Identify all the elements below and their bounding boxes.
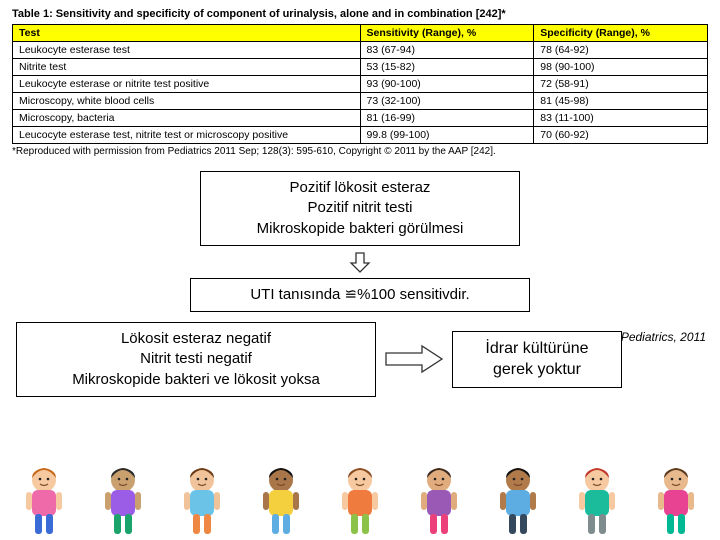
kid-figure bbox=[488, 464, 548, 540]
table-row: Microscopy, white blood cells 73 (32-100… bbox=[13, 93, 708, 110]
table-row: Nitrite test 53 (15-82) 98 (90-100) bbox=[13, 59, 708, 76]
box3-line1: Lökosit esteraz negatif bbox=[27, 329, 365, 349]
arrow-down-icon bbox=[348, 250, 372, 274]
kid-figure bbox=[409, 464, 469, 540]
table-header-row: Test Sensitivity (Range), % Specificity … bbox=[13, 25, 708, 42]
box4-line1: İdrar kültürüne bbox=[463, 338, 611, 360]
col-sensitivity: Sensitivity (Range), % bbox=[360, 25, 534, 42]
positive-findings-box: Pozitif lökosit esteraz Pozitif nitrit t… bbox=[200, 171, 520, 246]
box4-line2: gerek yoktur bbox=[463, 359, 611, 381]
table-row: Microscopy, bacteria 81 (16-99) 83 (11-1… bbox=[13, 110, 708, 127]
urinalysis-table: Test Sensitivity (Range), % Specificity … bbox=[12, 24, 708, 144]
table-row: Leukocyte esterase test 83 (67-94) 78 (6… bbox=[13, 42, 708, 59]
kid-figure bbox=[330, 464, 390, 540]
kid-figure bbox=[93, 464, 153, 540]
kid-figure bbox=[251, 464, 311, 540]
box1-line2: Pozitif nitrit testi bbox=[211, 198, 509, 218]
kid-figure bbox=[14, 464, 74, 540]
kids-illustration bbox=[0, 462, 720, 540]
table-row: Leucocyte esterase test, nitrite test or… bbox=[13, 127, 708, 144]
negative-findings-box: Lökosit esteraz negatif Nitrit testi neg… bbox=[16, 322, 376, 397]
box1-line1: Pozitif lökosit esteraz bbox=[211, 178, 509, 198]
kid-figure bbox=[172, 464, 232, 540]
table-row: Leukocyte esterase or nitrite test posit… bbox=[13, 76, 708, 93]
col-specificity: Specificity (Range), % bbox=[534, 25, 708, 42]
box3-line3: Mikroskopide bakteri ve lökosit yoksa bbox=[27, 370, 365, 390]
reference-label: Pediatrics, 2011 bbox=[621, 330, 706, 344]
box1-line3: Mikroskopide bakteri görülmesi bbox=[211, 219, 509, 239]
table-caption: *Reproduced with permission from Pediatr… bbox=[12, 146, 708, 157]
kid-figure bbox=[567, 464, 627, 540]
col-test: Test bbox=[13, 25, 361, 42]
no-culture-needed-box: İdrar kültürüne gerek yoktur bbox=[452, 331, 622, 388]
table-title: Table 1: Sensitivity and specificity of … bbox=[12, 8, 708, 20]
sensitivity-statement-box: UTI tanısında ≌%100 sensitivdir. bbox=[190, 278, 530, 312]
box3-line2: Nitrit testi negatif bbox=[27, 349, 365, 369]
arrow-right-icon bbox=[384, 344, 444, 374]
kid-figure bbox=[646, 464, 706, 540]
box2-text: UTI tanısında ≌%100 sensitivdir. bbox=[250, 286, 469, 303]
